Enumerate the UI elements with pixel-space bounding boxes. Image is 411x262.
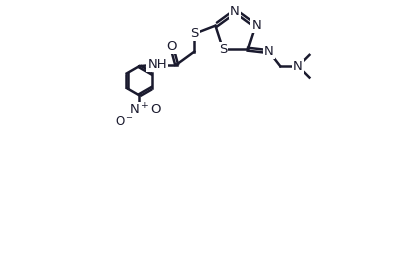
Text: S: S [219,43,227,56]
Text: NH: NH [147,58,167,71]
Text: O: O [166,40,177,53]
Text: S: S [190,27,199,40]
Text: N: N [252,19,261,32]
Text: O: O [150,103,161,116]
Text: N: N [230,5,240,18]
Text: N$^+$: N$^+$ [129,102,150,118]
Text: N: N [264,45,274,58]
Text: N: N [293,60,303,73]
Text: O$^-$: O$^-$ [115,115,134,128]
